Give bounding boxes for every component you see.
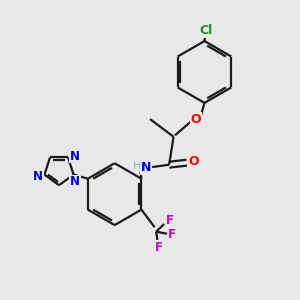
Text: N: N xyxy=(70,149,80,163)
Text: F: F xyxy=(168,228,176,241)
Text: F: F xyxy=(154,241,163,254)
Text: N: N xyxy=(140,161,151,174)
Text: H: H xyxy=(133,161,142,171)
Text: F: F xyxy=(165,214,173,227)
Text: O: O xyxy=(188,155,199,168)
Text: Cl: Cl xyxy=(199,24,213,37)
Text: N: N xyxy=(70,176,80,188)
Text: O: O xyxy=(190,112,201,126)
Text: N: N xyxy=(33,169,43,183)
